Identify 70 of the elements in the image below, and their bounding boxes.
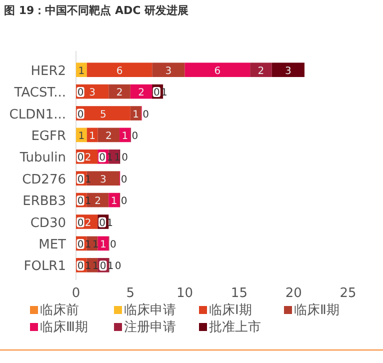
data-label: 2 <box>105 130 112 142</box>
data-label: 0 <box>77 261 84 272</box>
x-tick-label: 0 <box>72 286 80 301</box>
data-label: 0 <box>77 152 84 164</box>
data-label: 1 <box>122 130 128 142</box>
data-label: 1 <box>100 239 106 250</box>
x-tick-label: 15 <box>230 286 248 301</box>
data-label: 0 <box>77 196 84 208</box>
y-tick-label: Tubulin <box>18 150 66 166</box>
data-label: 0 <box>142 109 149 120</box>
data-label: 2 <box>94 196 101 208</box>
legend-label: 注册申请 <box>124 320 176 335</box>
data-label: 2 <box>138 88 144 99</box>
data-label: 6 <box>214 66 221 77</box>
x-tick-label: 5 <box>126 286 135 301</box>
data-label: 0 <box>120 174 128 186</box>
data-label: 2 <box>84 152 92 164</box>
data-label: 1 <box>89 130 96 142</box>
data-label: 3 <box>284 66 292 77</box>
chart-title: 图 19：中国不同靶点 ADC 研发进展 <box>4 4 189 17</box>
data-label: 1 <box>110 196 118 208</box>
y-tick-label: CLDN1... <box>9 107 66 122</box>
data-label: 3 <box>165 66 172 77</box>
data-label: 6 <box>116 66 123 77</box>
y-tick-label: FOLR1 <box>24 259 66 274</box>
data-label: 1 <box>84 239 92 250</box>
data-label: 1 <box>84 174 92 186</box>
y-tick-label: CD276 <box>22 172 66 188</box>
legend-label: 临床申请 <box>124 303 176 318</box>
y-tick-label: HER2 <box>30 64 66 79</box>
data-label: 0 <box>153 88 160 99</box>
x-tick-label: 10 <box>176 286 194 301</box>
data-label: 0 <box>114 261 122 272</box>
data-label: 2 <box>258 66 264 77</box>
data-label: 1 <box>132 109 140 120</box>
data-label: 2 <box>116 88 123 99</box>
data-label: 5 <box>100 109 106 120</box>
data-label: 1 <box>114 152 120 164</box>
data-label: 3 <box>89 88 96 99</box>
data-label: 0 <box>77 109 84 120</box>
data-label: 1 <box>84 261 92 272</box>
data-label: 0 <box>120 196 128 208</box>
data-label: 0 <box>77 88 84 99</box>
y-tick-label: CD30 <box>30 216 66 231</box>
data-label: 2 <box>84 218 92 229</box>
data-label: 3 <box>100 174 106 186</box>
legend-label: 临床前 <box>40 303 79 318</box>
data-label: 0 <box>122 152 128 164</box>
data-label: 0 <box>77 218 84 229</box>
legend-label: 临床Ⅰ期 <box>209 303 252 318</box>
data-label: 0 <box>132 130 138 142</box>
y-tick-label: MET <box>38 237 66 252</box>
legend-label: 临床Ⅲ期 <box>40 320 88 335</box>
x-tick-label: 20 <box>285 286 302 301</box>
data-label: 0 <box>110 239 116 250</box>
data-label: 0 <box>100 261 106 272</box>
y-tick-label: TACST... <box>13 86 66 101</box>
data-label: 1 <box>78 130 85 142</box>
x-tick-label: 25 <box>340 286 356 301</box>
data-label: 1 <box>84 196 92 208</box>
legend-label: 批准上市 <box>209 320 261 335</box>
y-tick-label: ERBB3 <box>22 194 66 210</box>
data-label: 1 <box>78 66 85 77</box>
data-label: 0 <box>99 218 106 229</box>
legend-label: 临床Ⅱ期 <box>294 303 340 318</box>
data-label: 1 <box>92 261 99 272</box>
data-label: 0 <box>99 152 106 164</box>
data-label: 0 <box>77 239 84 250</box>
y-tick-label: EGFR <box>31 128 66 144</box>
data-label: 0 <box>77 174 84 186</box>
